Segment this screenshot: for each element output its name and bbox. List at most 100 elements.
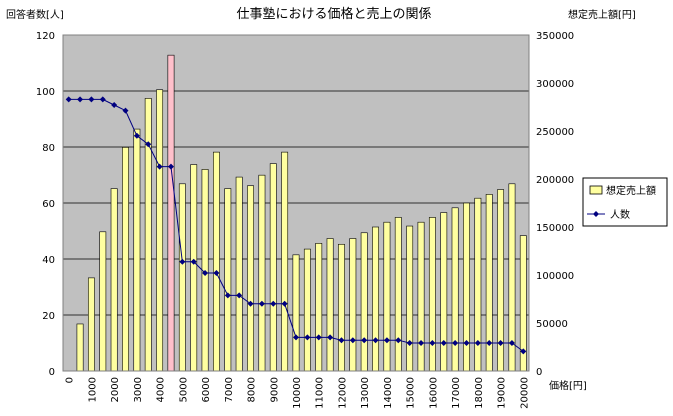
line-point xyxy=(281,300,288,307)
line-point xyxy=(474,340,481,346)
bar xyxy=(235,176,243,372)
x-axis-label: 価格[円] xyxy=(549,379,587,392)
line-point xyxy=(77,96,84,103)
bar xyxy=(451,207,459,372)
y-left-ticks: 0 20 40 60 80 100 120 xyxy=(36,31,55,378)
bar xyxy=(224,188,232,372)
line-point xyxy=(463,340,470,346)
x-tick-label: 11000 xyxy=(315,377,326,409)
bar xyxy=(269,163,277,372)
y-right-ticks: 0 50000 100000 150000 200000 250000 300000 3500… xyxy=(536,31,574,378)
x-tick-label: 1000 xyxy=(87,377,98,402)
y-right-tick-label: 50000 xyxy=(536,319,568,330)
bar xyxy=(122,147,129,372)
legend-box xyxy=(582,177,668,227)
line-point xyxy=(293,334,299,341)
bar xyxy=(372,226,379,372)
y-left-tick-label: 0 xyxy=(49,367,55,378)
y-left-tick-label: 60 xyxy=(42,199,55,210)
bar xyxy=(360,232,368,372)
bar xyxy=(156,89,164,372)
line-point xyxy=(133,132,140,139)
bar xyxy=(315,243,323,372)
bar xyxy=(428,217,436,372)
x-tick-label: 6000 xyxy=(201,377,212,402)
y-right-tick-label: 200000 xyxy=(536,175,574,186)
line-point xyxy=(111,102,118,108)
y-left-tick-label: 120 xyxy=(36,31,55,42)
bar xyxy=(338,243,345,372)
bar xyxy=(213,151,220,372)
bar xyxy=(394,217,402,372)
bar xyxy=(440,212,448,372)
bar xyxy=(133,128,141,372)
x-tick-label: 19000 xyxy=(497,377,508,409)
bar xyxy=(190,164,198,372)
legend-bar-label: 想定売上額 xyxy=(606,184,656,197)
legend-line-marker xyxy=(593,211,599,217)
x-tick-label: 17000 xyxy=(451,377,462,409)
line-point xyxy=(406,340,413,346)
bar xyxy=(281,151,289,372)
chart-title: 仕事塾における価格と売上の関係 xyxy=(236,6,431,22)
line-point xyxy=(247,300,254,307)
y-right-axis-label: 想定売上額[円] xyxy=(568,8,636,21)
x-tick-label: 14000 xyxy=(383,377,394,409)
line-point xyxy=(520,348,527,355)
line-point xyxy=(156,163,163,170)
line-point xyxy=(383,337,390,344)
y-left-tick-label: 100 xyxy=(36,87,55,98)
bar xyxy=(99,231,107,372)
bar xyxy=(326,238,334,372)
line-point xyxy=(65,96,72,103)
line-point xyxy=(304,334,311,341)
bar xyxy=(167,54,175,372)
y-left-tick-label: 80 xyxy=(42,143,55,154)
line-point xyxy=(361,337,368,344)
x-tick-label: 20000 xyxy=(519,377,530,409)
line-point xyxy=(486,340,493,346)
bar xyxy=(87,277,95,372)
line-point xyxy=(508,340,515,346)
line-point xyxy=(497,340,504,346)
plot-frame xyxy=(62,34,530,372)
x-tick-label: 16000 xyxy=(428,377,439,409)
x-tick-label: 5000 xyxy=(178,377,189,402)
y-left-tick-label: 20 xyxy=(42,311,55,322)
bar xyxy=(110,188,118,372)
x-tick-label: 8000 xyxy=(247,377,258,402)
bar xyxy=(247,185,254,372)
y-left-axis-label: 回答者数[人] xyxy=(6,8,64,21)
line-point xyxy=(179,258,186,265)
line-point xyxy=(418,340,425,346)
line-point xyxy=(224,292,231,299)
y-left-tick-label: 40 xyxy=(42,255,55,266)
x-tick-label: 13000 xyxy=(360,377,371,409)
bar xyxy=(144,98,152,372)
bar xyxy=(76,323,84,372)
line-point xyxy=(270,300,277,307)
plot-area xyxy=(62,34,530,372)
x-tick-label: 15000 xyxy=(406,377,417,409)
legend-bar-swatch xyxy=(589,185,603,195)
x-tick-label: 2000 xyxy=(110,377,121,402)
line-series xyxy=(65,96,527,355)
line-point xyxy=(88,96,95,103)
line-point xyxy=(338,337,345,344)
y-right-tick-label: 350000 xyxy=(536,31,574,42)
line-point xyxy=(236,292,243,299)
line-point xyxy=(327,334,334,341)
legend-line-label: 人数 xyxy=(610,208,630,221)
x-tick-label: 0 xyxy=(65,377,76,383)
line-point xyxy=(122,107,129,114)
bar-series xyxy=(76,54,527,372)
x-tick-label: 3000 xyxy=(133,377,144,402)
x-ticks: 0 1000 2000 3000 4000 5000 6000 7000 8000 9000 100… xyxy=(65,377,531,409)
line-point xyxy=(213,270,220,276)
bar xyxy=(406,225,414,372)
x-tick-label: 12000 xyxy=(337,377,348,409)
x-tick-label: 4000 xyxy=(156,377,167,402)
line-point xyxy=(258,300,265,307)
bar xyxy=(292,254,300,372)
